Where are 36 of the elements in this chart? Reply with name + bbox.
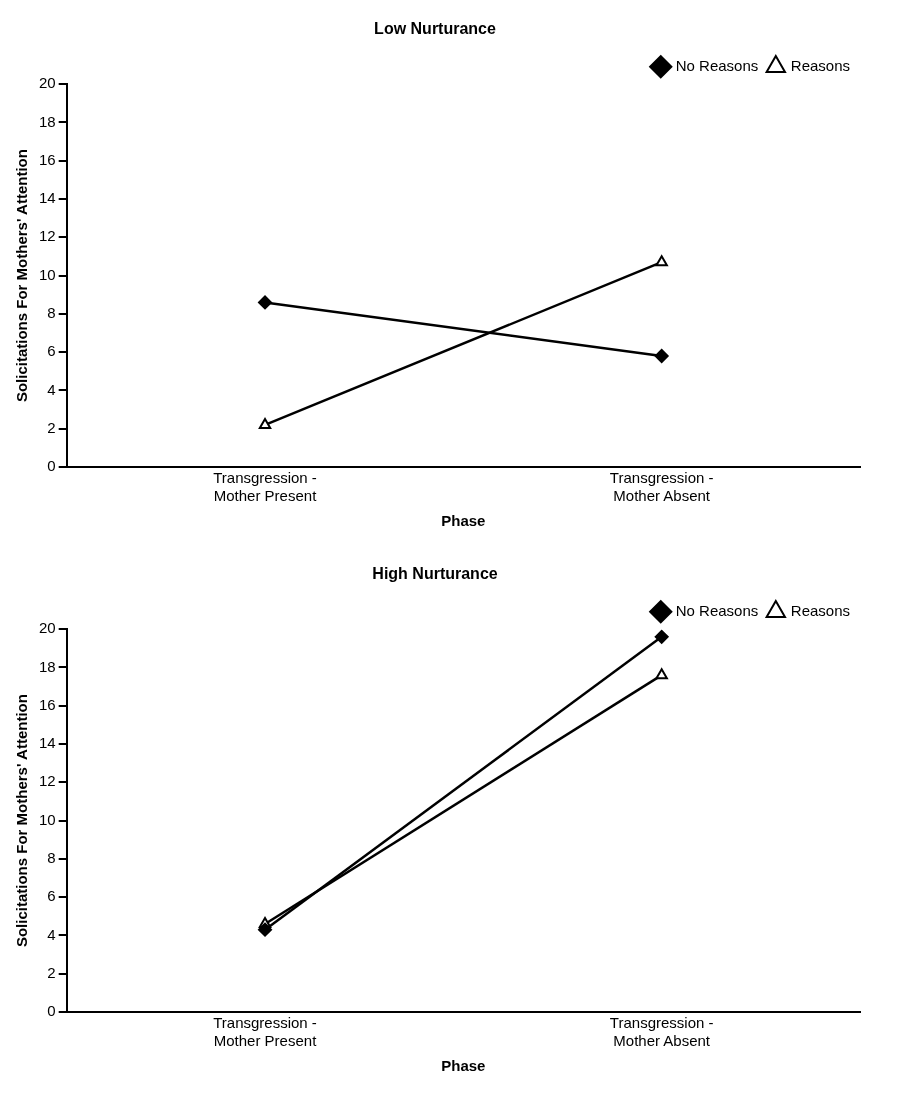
chart-title: Low Nurturance bbox=[374, 20, 496, 38]
chart-title: High Nurturance bbox=[372, 565, 498, 583]
legend-label: No Reasons bbox=[675, 56, 759, 74]
y-axis-title: Solicitations For Mothers' Attention bbox=[13, 694, 31, 948]
y-tick-label: 18 bbox=[39, 657, 56, 675]
y-tick-label: 12 bbox=[39, 227, 56, 245]
y-tick-label: 16 bbox=[39, 150, 56, 168]
y-tick-label: 4 bbox=[47, 380, 56, 398]
y-tick-label: 6 bbox=[47, 342, 56, 360]
y-tick-label: 10 bbox=[39, 265, 56, 283]
x-tick-label: Transgression - Mother Present bbox=[213, 469, 318, 505]
y-tick-label: 4 bbox=[47, 925, 56, 943]
y-tick-label: 8 bbox=[47, 849, 56, 867]
legend-label: No Reasons bbox=[675, 601, 759, 619]
y-tick-label: 10 bbox=[39, 810, 56, 828]
x-axis-title: Phase bbox=[441, 1057, 486, 1075]
y-tick-label: 6 bbox=[47, 887, 56, 905]
y-tick-label: 0 bbox=[47, 1002, 56, 1020]
y-tick-label: 2 bbox=[47, 963, 56, 981]
x-tick-label: Transgression - Mother Present bbox=[213, 1014, 318, 1050]
y-tick-label: 18 bbox=[39, 112, 56, 130]
y-tick-label: 20 bbox=[39, 74, 56, 92]
y-axis-title: Solicitations For Mothers' Attention bbox=[13, 149, 31, 403]
x-tick-label: Transgression - Mother Absent bbox=[609, 469, 714, 505]
x-tick-label: Transgression - Mother Absent bbox=[609, 1014, 714, 1050]
x-axis-title: Phase bbox=[441, 512, 486, 530]
legend-label: Reasons bbox=[790, 601, 850, 619]
y-tick-label: 16 bbox=[39, 695, 56, 713]
y-tick-label: 20 bbox=[39, 619, 56, 637]
y-tick-label: 14 bbox=[39, 189, 56, 207]
legend-label: Reasons bbox=[790, 56, 850, 74]
y-tick-label: 8 bbox=[47, 304, 56, 322]
y-tick-label: 2 bbox=[47, 418, 56, 436]
y-tick-label: 14 bbox=[39, 734, 56, 752]
y-tick-label: 0 bbox=[47, 457, 56, 475]
y-tick-label: 12 bbox=[39, 772, 56, 790]
